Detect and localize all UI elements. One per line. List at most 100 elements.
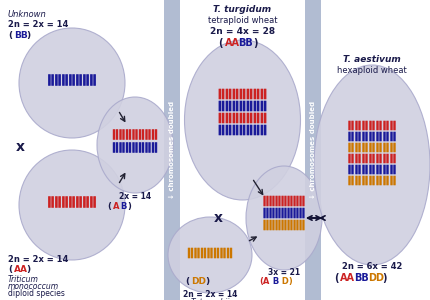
FancyBboxPatch shape (369, 132, 371, 141)
Text: Unknown: Unknown (8, 10, 46, 19)
FancyBboxPatch shape (347, 154, 350, 163)
FancyBboxPatch shape (141, 129, 144, 140)
FancyBboxPatch shape (93, 196, 96, 208)
FancyBboxPatch shape (365, 165, 367, 174)
FancyBboxPatch shape (293, 196, 295, 206)
FancyBboxPatch shape (232, 101, 235, 111)
FancyBboxPatch shape (235, 89, 238, 99)
Ellipse shape (97, 97, 172, 193)
FancyBboxPatch shape (385, 121, 388, 130)
FancyBboxPatch shape (263, 125, 266, 135)
FancyBboxPatch shape (278, 196, 280, 206)
Text: (: ( (218, 38, 222, 48)
FancyBboxPatch shape (62, 196, 64, 208)
FancyBboxPatch shape (83, 74, 86, 86)
FancyBboxPatch shape (242, 101, 245, 111)
FancyBboxPatch shape (272, 220, 274, 230)
FancyBboxPatch shape (90, 74, 92, 86)
FancyBboxPatch shape (385, 154, 388, 163)
FancyBboxPatch shape (393, 132, 395, 141)
FancyBboxPatch shape (145, 142, 147, 153)
FancyBboxPatch shape (213, 248, 216, 258)
FancyBboxPatch shape (375, 165, 378, 174)
FancyBboxPatch shape (362, 132, 364, 141)
Text: (: ( (107, 202, 111, 211)
Text: 2n = 2x = 14: 2n = 2x = 14 (8, 255, 68, 264)
FancyBboxPatch shape (287, 196, 289, 206)
FancyBboxPatch shape (295, 196, 298, 206)
FancyBboxPatch shape (126, 142, 128, 153)
FancyBboxPatch shape (116, 129, 118, 140)
FancyBboxPatch shape (354, 154, 357, 163)
Ellipse shape (168, 217, 252, 293)
FancyBboxPatch shape (362, 176, 364, 185)
FancyBboxPatch shape (83, 196, 86, 208)
FancyBboxPatch shape (256, 89, 259, 99)
Text: 2n = 2x = 14: 2n = 2x = 14 (182, 290, 236, 299)
Text: A: A (113, 202, 119, 211)
FancyBboxPatch shape (93, 74, 96, 86)
FancyBboxPatch shape (357, 154, 360, 163)
FancyBboxPatch shape (249, 113, 252, 123)
FancyBboxPatch shape (281, 196, 283, 206)
Text: monococcum: monococcum (8, 282, 59, 291)
FancyBboxPatch shape (350, 121, 353, 130)
FancyBboxPatch shape (290, 196, 292, 206)
FancyBboxPatch shape (350, 154, 353, 163)
FancyBboxPatch shape (232, 113, 235, 123)
Text: ): ) (381, 273, 386, 283)
FancyBboxPatch shape (354, 143, 357, 152)
FancyBboxPatch shape (122, 129, 124, 140)
FancyBboxPatch shape (113, 129, 115, 140)
FancyBboxPatch shape (55, 196, 58, 208)
FancyBboxPatch shape (382, 121, 385, 130)
Text: (: ( (333, 273, 338, 283)
Text: B: B (269, 277, 279, 286)
FancyBboxPatch shape (135, 129, 137, 140)
FancyBboxPatch shape (190, 248, 193, 258)
FancyBboxPatch shape (393, 143, 395, 152)
FancyBboxPatch shape (126, 129, 128, 140)
FancyBboxPatch shape (275, 220, 277, 230)
Text: ): ) (127, 202, 131, 211)
FancyBboxPatch shape (269, 196, 271, 206)
FancyBboxPatch shape (369, 176, 371, 185)
FancyBboxPatch shape (62, 74, 64, 86)
Text: x: x (15, 140, 25, 154)
FancyBboxPatch shape (269, 220, 271, 230)
FancyBboxPatch shape (290, 220, 292, 230)
FancyBboxPatch shape (375, 121, 378, 130)
FancyBboxPatch shape (242, 89, 245, 99)
FancyBboxPatch shape (369, 143, 371, 152)
FancyBboxPatch shape (76, 74, 79, 86)
FancyBboxPatch shape (393, 154, 395, 163)
FancyBboxPatch shape (253, 125, 255, 135)
FancyBboxPatch shape (365, 154, 367, 163)
FancyBboxPatch shape (378, 143, 381, 152)
FancyBboxPatch shape (295, 220, 298, 230)
FancyBboxPatch shape (354, 132, 357, 141)
FancyBboxPatch shape (148, 142, 150, 153)
FancyBboxPatch shape (369, 154, 371, 163)
FancyBboxPatch shape (239, 89, 242, 99)
FancyBboxPatch shape (218, 89, 221, 99)
FancyBboxPatch shape (138, 129, 141, 140)
FancyBboxPatch shape (375, 176, 378, 185)
FancyBboxPatch shape (369, 165, 371, 174)
Text: ↓ chromosomes doubled: ↓ chromosomes doubled (309, 101, 315, 199)
FancyBboxPatch shape (148, 129, 150, 140)
FancyBboxPatch shape (275, 208, 277, 218)
FancyBboxPatch shape (229, 248, 232, 258)
FancyBboxPatch shape (253, 113, 255, 123)
FancyBboxPatch shape (232, 125, 235, 135)
Text: ): ) (205, 277, 209, 286)
FancyBboxPatch shape (246, 89, 249, 99)
FancyBboxPatch shape (372, 132, 374, 141)
FancyBboxPatch shape (138, 142, 141, 153)
FancyBboxPatch shape (76, 196, 79, 208)
FancyBboxPatch shape (187, 248, 190, 258)
FancyBboxPatch shape (263, 89, 266, 99)
Text: AA: AA (339, 273, 354, 283)
FancyBboxPatch shape (48, 74, 51, 86)
Text: 2n = 6x = 42: 2n = 6x = 42 (341, 262, 401, 271)
